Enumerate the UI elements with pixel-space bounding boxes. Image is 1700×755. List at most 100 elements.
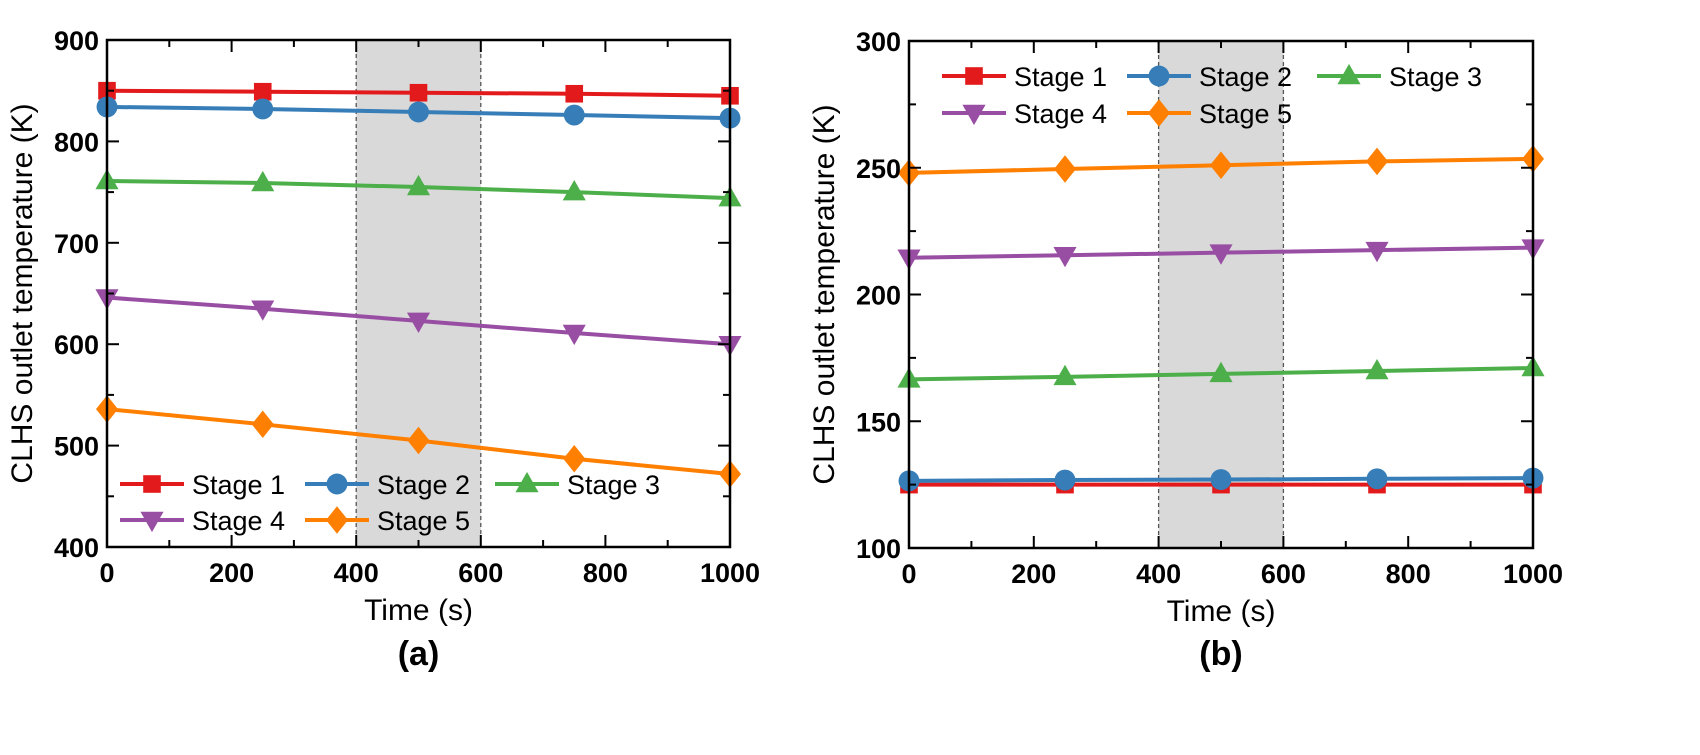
legend-item: Stage 2 (1127, 62, 1292, 92)
series-stage-2 (96, 96, 741, 129)
y-tick-label: 100 (856, 534, 901, 564)
data-point (1365, 241, 1389, 263)
data-point (251, 170, 275, 192)
legend-marker-triangle-down-icon (140, 511, 164, 533)
data-point (251, 410, 274, 439)
legend-label: Stage 4 (192, 506, 285, 536)
legend-item: Stage 5 (305, 506, 470, 536)
legend-label: Stage 5 (377, 506, 470, 536)
x-tick-label: 600 (1261, 559, 1306, 589)
legend-marker-triangle-up-icon (515, 471, 539, 493)
legend-label: Stage 3 (1389, 62, 1482, 92)
legend-marker-triangle-down-icon (962, 104, 986, 126)
legend-marker-square-icon (965, 67, 983, 85)
x-tick-label: 1000 (700, 558, 760, 588)
x-tick-label: 1000 (1503, 559, 1563, 589)
data-point (407, 426, 430, 455)
legend-marker-diamond-icon (1148, 99, 1170, 127)
data-point (1210, 469, 1232, 491)
series-stage-5 (96, 395, 741, 488)
legend-item: Stage 5 (1127, 99, 1292, 129)
data-point (563, 445, 586, 473)
data-point (563, 104, 585, 126)
series-stage-1 (98, 81, 739, 105)
data-point (562, 180, 586, 201)
legend-label: Stage 2 (1199, 62, 1292, 92)
legend-marker-circle-icon (1148, 65, 1170, 87)
x-tick-label: 400 (334, 558, 379, 588)
data-point (565, 84, 584, 103)
y-tick-label: 900 (54, 26, 99, 56)
panel-a: 0 200 400 600 800 1000 400 500 600 700 800 900 Time … (6, 26, 760, 673)
x-tick-label: 800 (583, 558, 628, 588)
data-point (1366, 147, 1388, 176)
y-tick-label: 150 (856, 407, 901, 437)
data-point (1053, 246, 1077, 268)
legend: Stage 1 Stage 2 Stage 3 Stage 4 Stage 5 (942, 62, 1482, 129)
data-point (252, 98, 274, 120)
data-point (1209, 361, 1233, 383)
data-point (1209, 244, 1233, 265)
legend-item: Stage 4 (120, 506, 285, 536)
x-tick-label: 600 (458, 558, 503, 588)
y-tick-label: 300 (856, 27, 901, 57)
y-tick-label: 600 (54, 330, 99, 360)
data-point (1054, 155, 1076, 183)
legend-label: Stage 5 (1199, 99, 1292, 129)
data-point (1366, 468, 1388, 490)
y-tick-label: 700 (54, 229, 99, 259)
legend-item: Stage 1 (942, 62, 1107, 92)
x-tick-label: 0 (901, 559, 916, 589)
series-stage-2 (898, 467, 1544, 492)
legend-item: Stage 4 (942, 99, 1107, 129)
legend-item: Stage 3 (495, 470, 660, 500)
legend: Stage 1 Stage 2 Stage 3 Stage 4 Stage 5 (120, 470, 660, 536)
panel-label: (b) (1199, 635, 1242, 673)
data-point (1210, 151, 1232, 179)
legend-label: Stage 3 (567, 470, 660, 500)
highlight-band (1158, 41, 1284, 548)
legend-marker-circle-icon (326, 473, 348, 495)
highlight-band (356, 40, 481, 547)
legend-marker-triangle-up-icon (1337, 63, 1361, 85)
x-tick-label: 200 (209, 558, 254, 588)
legend-item: Stage 2 (305, 470, 470, 500)
y-tick-label: 400 (54, 533, 99, 563)
y-tick-label: 800 (54, 127, 99, 157)
y-axis-title: CLHS outlet temperature (K) (808, 104, 841, 484)
y-tick-label: 200 (856, 281, 901, 311)
series-stage-3 (95, 168, 742, 207)
legend-item: Stage 1 (120, 470, 285, 500)
series-stage-5 (898, 145, 1544, 187)
y-tick-label: 250 (856, 154, 901, 184)
data-point (409, 83, 428, 102)
legend-label: Stage 1 (1014, 62, 1107, 92)
data-point (1365, 358, 1389, 380)
data-point (1054, 469, 1076, 491)
x-tick-label: 400 (1136, 559, 1181, 589)
legend-label: Stage 4 (1014, 99, 1107, 129)
y-axis-title: CLHS outlet temperature (K) (6, 103, 39, 483)
x-tick-label: 800 (1386, 559, 1431, 589)
legend-item: Stage 3 (1317, 62, 1482, 92)
series-stage-3 (897, 355, 1545, 388)
legend-label: Stage 2 (377, 470, 470, 500)
data-point (406, 312, 431, 333)
data-point (251, 300, 275, 321)
x-axis-title: Time (s) (364, 594, 473, 627)
legend-label: Stage 1 (192, 470, 285, 500)
data-point (562, 324, 586, 346)
data-point (1053, 364, 1077, 386)
y-tick-label: 500 (54, 432, 99, 462)
x-axis-title: Time (s) (1167, 595, 1276, 628)
legend-marker-diamond-icon (326, 506, 348, 534)
data-point (408, 101, 429, 123)
x-tick-label: 0 (99, 558, 114, 588)
x-tick-label: 200 (1011, 559, 1056, 589)
legend-marker-square-icon (143, 475, 161, 493)
panel-label: (a) (398, 635, 440, 673)
panel-b: 0 200 400 600 800 1000 100 150 200 250 300 Time (s)… (808, 27, 1563, 673)
data-point (406, 174, 431, 196)
data-point (253, 82, 272, 101)
